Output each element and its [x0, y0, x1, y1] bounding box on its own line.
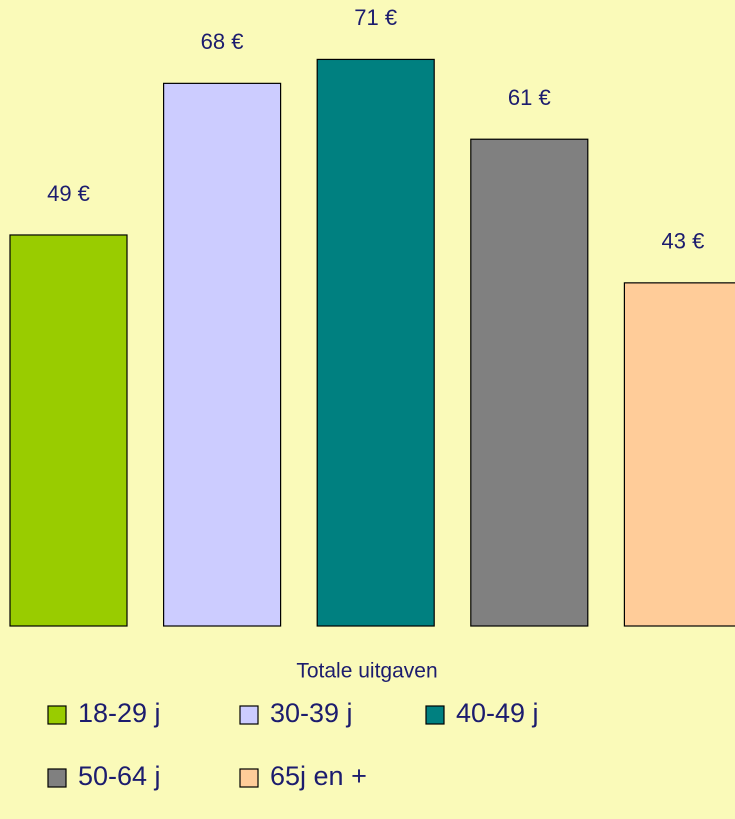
- value-label: 49 €: [47, 181, 90, 206]
- legend-swatch: [239, 768, 259, 788]
- bar: [316, 58, 435, 627]
- legend-swatch: [47, 768, 67, 788]
- bar: [470, 138, 589, 627]
- bar: [623, 282, 735, 627]
- legend-label: 30-39 j: [270, 698, 353, 728]
- value-label: 71 €: [354, 5, 397, 30]
- legend-label: 18-29 j: [78, 698, 161, 728]
- value-label: 68 €: [201, 29, 244, 54]
- legend-label: 50-64 j: [78, 761, 161, 791]
- bar: [9, 234, 128, 627]
- legend-swatch: [239, 705, 259, 725]
- value-label: 61 €: [508, 85, 551, 110]
- legend-label: 40-49 j: [456, 698, 539, 728]
- legend-swatch: [47, 705, 67, 725]
- value-label: 43 €: [661, 229, 704, 254]
- x-tick-label: Totale uitgaven: [296, 660, 437, 683]
- legend-swatch: [425, 705, 445, 725]
- bar: [163, 82, 282, 627]
- legend-label: 65j en +: [270, 761, 367, 791]
